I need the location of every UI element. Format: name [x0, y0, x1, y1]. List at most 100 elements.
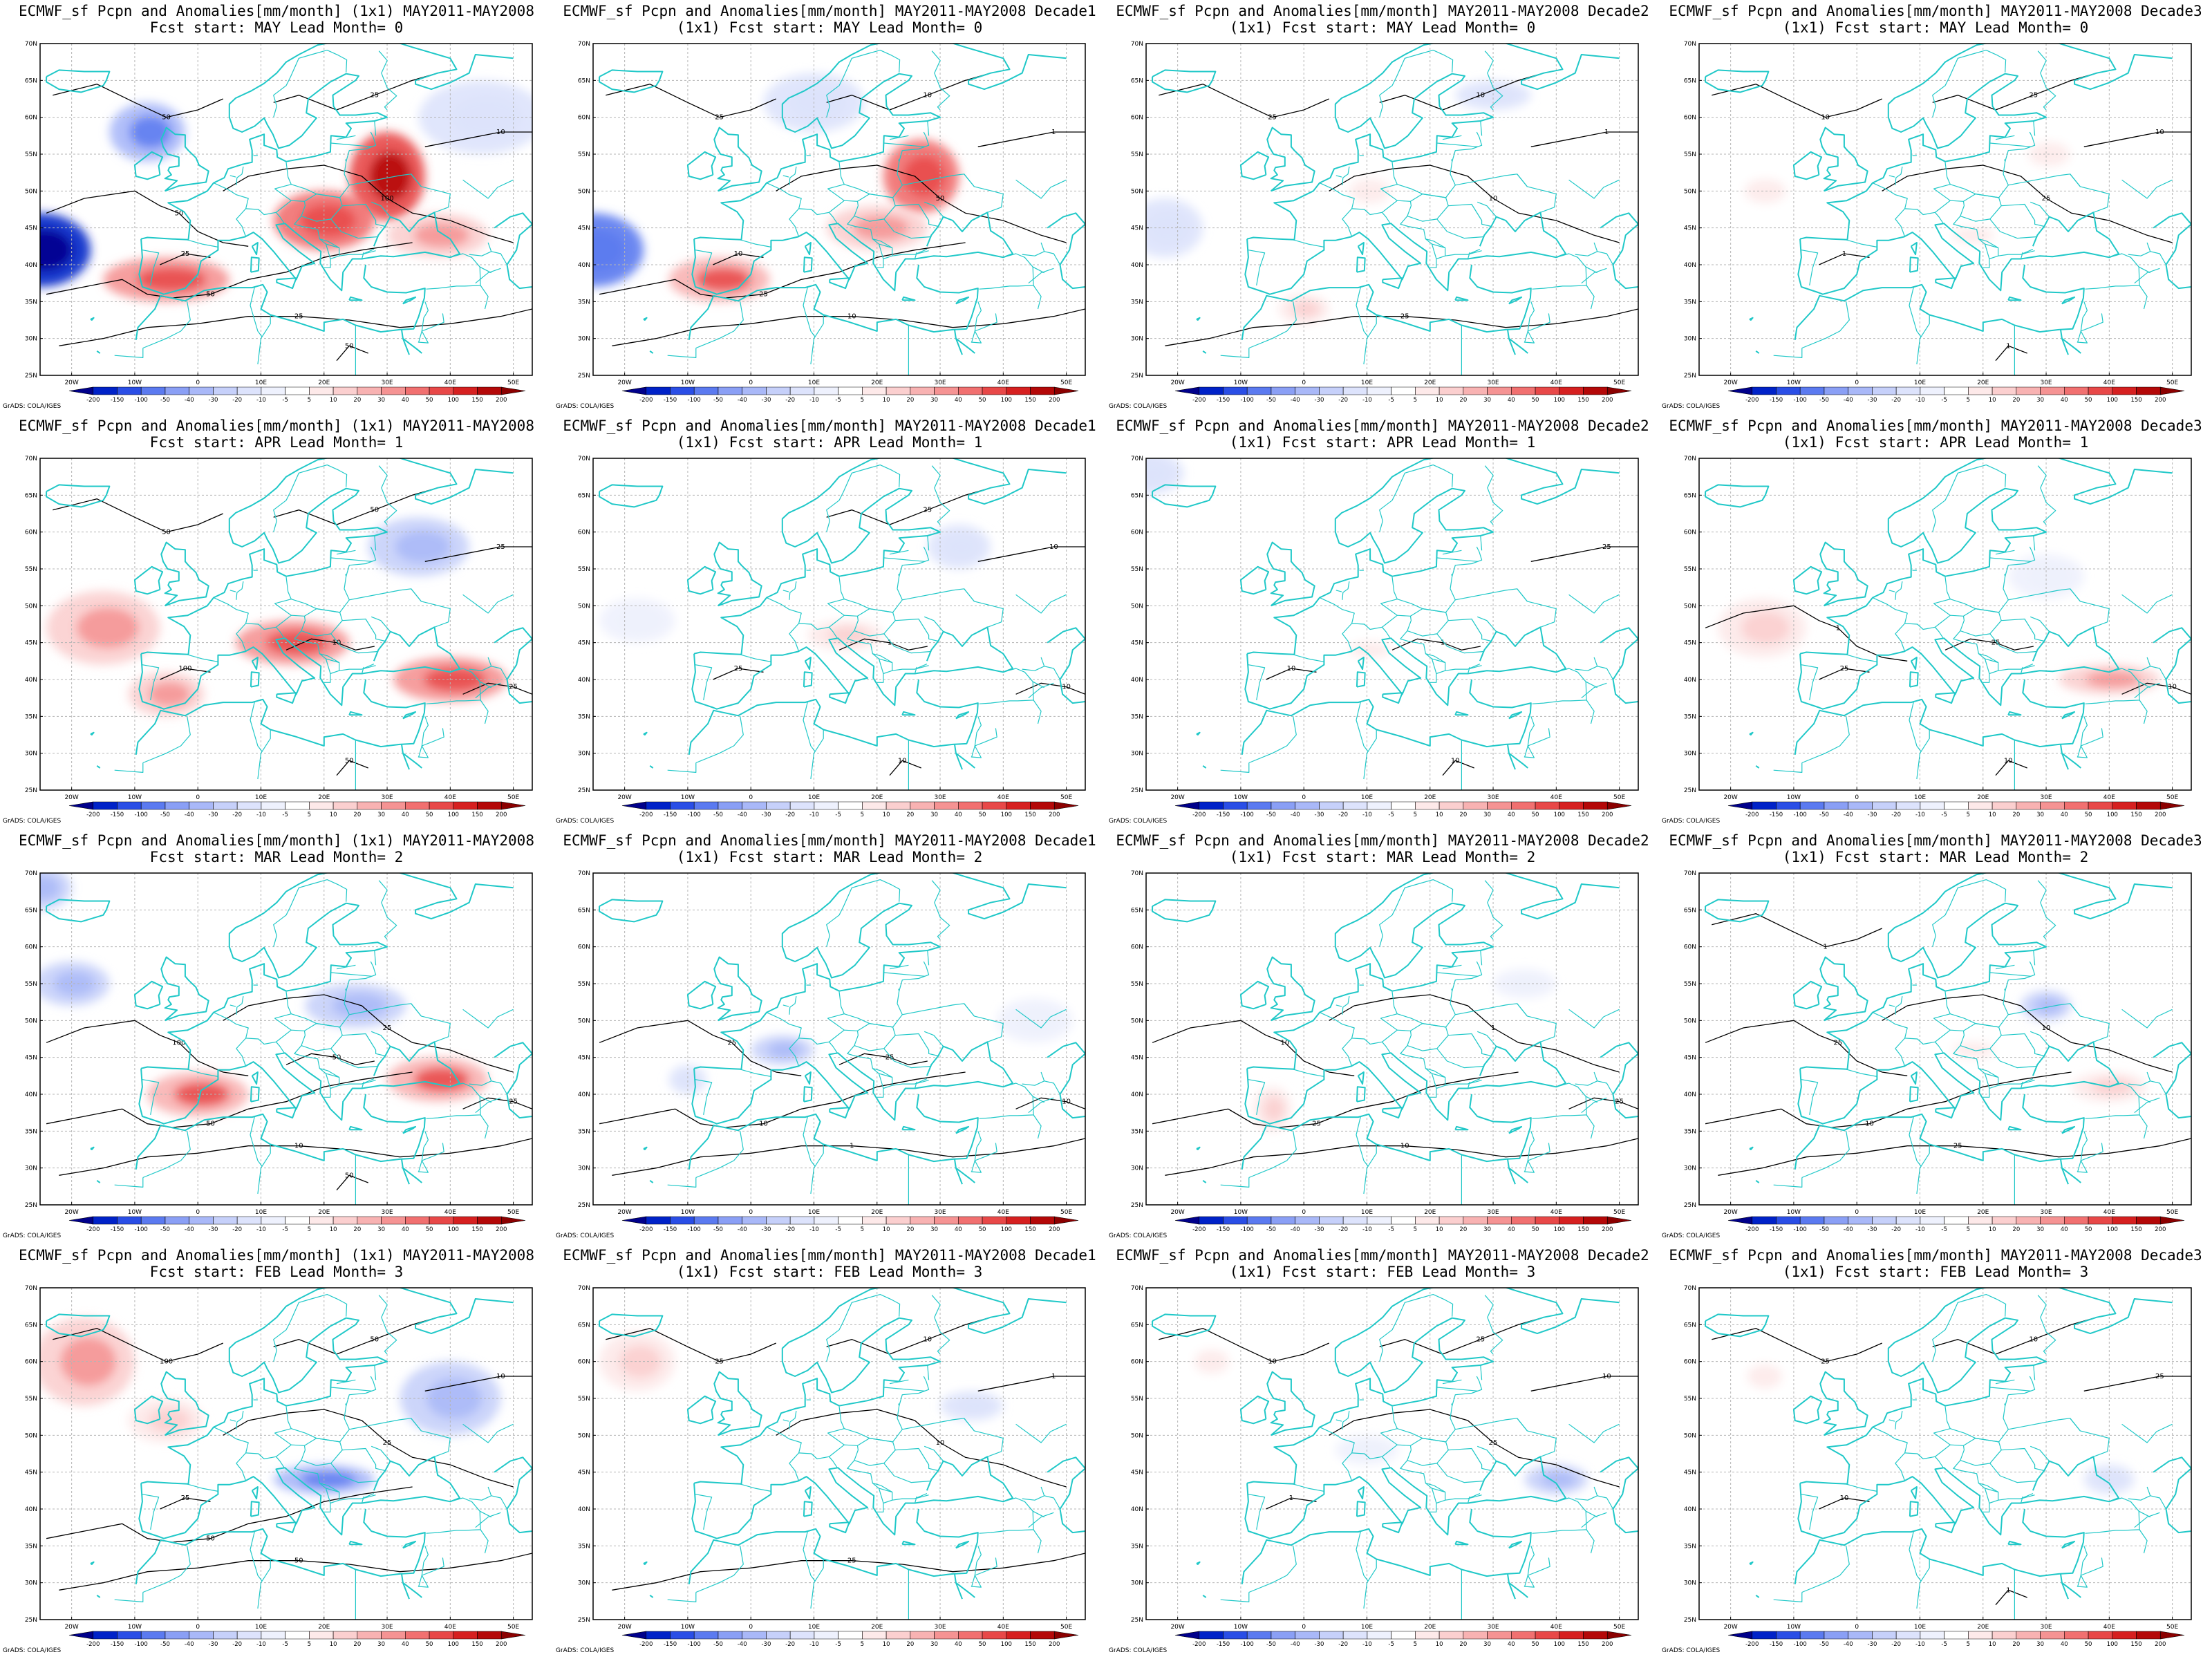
contour-label: 10 — [1489, 195, 1498, 203]
lon-tick-label: 10W — [681, 1624, 695, 1631]
colorbar-swatch — [1367, 1631, 1391, 1640]
colorbar-swatch — [1776, 386, 1801, 395]
lon-tick-label: 0 — [196, 794, 200, 801]
lat-tick-label: 45N — [1131, 1470, 1143, 1477]
lat-tick-label: 40N — [1684, 262, 1696, 269]
colorbar-swatch — [1583, 801, 1608, 810]
contour-line — [424, 546, 532, 562]
graticule — [1146, 1288, 1638, 1620]
colorbar-swatch — [2112, 386, 2137, 395]
colorbar-swatch — [1295, 1631, 1320, 1640]
contour-line — [273, 487, 438, 525]
colorbar-label: 5 — [1414, 397, 1417, 404]
colorbar-swatch — [68, 1631, 94, 1640]
colorbar-label: -50 — [1266, 1226, 1276, 1233]
colorbar-label: -50 — [713, 1641, 723, 1648]
panel-title: ECMWF_sf Pcpn and Anomalies[mm/month] MA… — [563, 832, 1096, 849]
contour-line — [53, 498, 223, 533]
lon-tick-label: 30E — [381, 379, 393, 386]
colorbar-swatch — [357, 1216, 382, 1225]
colorbar-label: -200 — [86, 1641, 100, 1648]
graticule — [593, 873, 1085, 1205]
colorbar-swatch — [117, 1216, 142, 1225]
contour-label: 100 — [172, 1039, 185, 1047]
colorbar-swatch — [500, 801, 526, 810]
colorbar-label: -40 — [185, 397, 194, 404]
lon-tick-label: 20W — [64, 1209, 78, 1216]
contour-line — [776, 165, 1067, 243]
anomaly-area — [40, 213, 91, 287]
colorbar-swatch — [1606, 801, 1632, 810]
colorbar-label: -20 — [1338, 812, 1348, 818]
contour-line — [424, 1376, 532, 1391]
anomaly-area — [109, 102, 185, 162]
colorbar-swatch — [2136, 801, 2161, 810]
lat-tick-label: 35N — [1684, 299, 1696, 306]
colorbar-swatch — [766, 1216, 791, 1225]
lat-tick-label: 65N — [25, 1322, 37, 1329]
lat-tick-label: 65N — [1684, 77, 1696, 84]
colorbar-swatch — [93, 1216, 118, 1225]
contour-lines — [1705, 605, 2191, 776]
lat-tick-label: 30N — [578, 1580, 590, 1587]
lon-tick-label: 10E — [1914, 794, 1926, 801]
colorbar-label: 5 — [861, 1226, 864, 1233]
lat-tick-label: 50N — [578, 188, 590, 195]
colorbar-swatch — [429, 386, 454, 395]
lon-tick-label: 10W — [681, 379, 695, 386]
contour-label: 50 — [332, 1054, 341, 1062]
colorbar-label: 20 — [906, 1226, 914, 1233]
contour-label: 10 — [847, 313, 856, 321]
colorbar-swatch — [1559, 1631, 1584, 1640]
lon-tick-label: 10W — [128, 379, 142, 386]
contour-label: 25 — [1615, 1098, 1624, 1106]
lat-tick-label: 60N — [1131, 1359, 1143, 1366]
contour-line — [838, 1053, 928, 1065]
colorbar-label: 5 — [308, 1226, 311, 1233]
lon-tick-label: 40E — [2103, 1624, 2115, 1631]
colorbar-swatch — [1559, 1216, 1584, 1225]
colorbar-label: 10 — [1436, 397, 1443, 404]
colorbar-swatch — [68, 386, 94, 395]
contour-label: 10 — [1840, 1494, 1849, 1502]
colorbar-swatch — [1246, 801, 1272, 810]
contour-line — [606, 1328, 776, 1362]
contour-line — [336, 345, 368, 362]
lon-tick-label: 10W — [681, 794, 695, 801]
colorbar-swatch — [261, 1631, 285, 1640]
colorbar-label: 40 — [955, 812, 962, 818]
colorbar-swatch — [2088, 801, 2113, 810]
lat-tick-label: 30N — [1131, 336, 1143, 343]
colorbar-swatch — [1174, 386, 1200, 395]
colorbar-swatch — [477, 801, 502, 810]
lat-tick-label: 25N — [1131, 787, 1143, 794]
contour-label: 10 — [496, 1373, 505, 1380]
lat-tick-label: 50N — [578, 1018, 590, 1024]
lon-tick-label: 50E — [1613, 379, 1625, 386]
anomaly-area — [751, 1035, 814, 1065]
lon-tick-label: 40E — [997, 379, 1009, 386]
colorbar-label: 40 — [1508, 1641, 1515, 1648]
colorbar-label: -200 — [86, 812, 100, 818]
colorbar-label: -150 — [111, 812, 124, 818]
colorbar-swatch — [117, 1631, 142, 1640]
colorbar-swatch — [117, 801, 142, 810]
contour-line — [1705, 1071, 2072, 1128]
colorbar-swatch — [2064, 386, 2089, 395]
colorbar-swatch — [838, 1631, 863, 1640]
colorbar-label: 40 — [402, 1641, 409, 1648]
colorbar-label: -30 — [208, 812, 218, 818]
colorbar-label: 30 — [2036, 1641, 2044, 1648]
colorbar-label: -100 — [135, 1641, 148, 1648]
forecast-map-panel: ECMWF_sf Pcpn and Anomalies[mm/month] MA… — [553, 830, 1106, 1244]
lon-tick-label: 10E — [808, 1624, 820, 1631]
colorbar-label: 150 — [1024, 1641, 1035, 1648]
lon-tick-label: 20W — [617, 1624, 631, 1631]
colorbar-label: 5 — [1967, 1641, 1970, 1648]
lat-tick-label: 35N — [25, 299, 37, 306]
colorbar-swatch — [1799, 386, 1825, 395]
colorbar-swatch — [1848, 1216, 1873, 1225]
colorbar-swatch — [982, 386, 1007, 395]
lat-tick-label: 60N — [1684, 944, 1696, 951]
lon-tick-label: 50E — [2166, 1209, 2178, 1216]
